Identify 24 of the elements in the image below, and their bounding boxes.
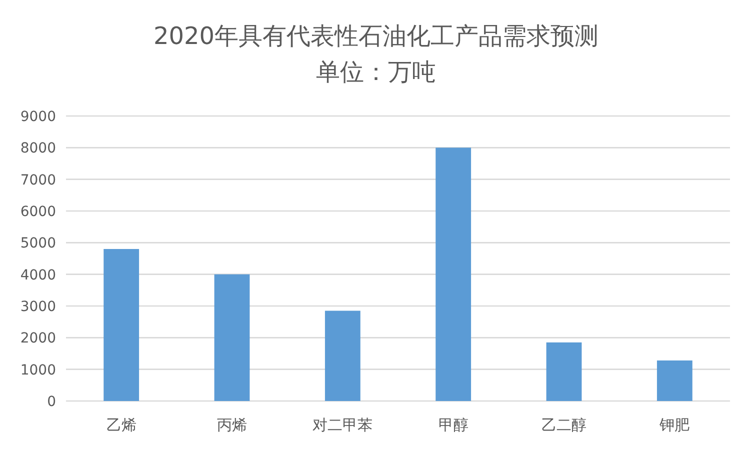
chart-title: 2020年具有代表性石油化工产品需求预测 bbox=[153, 22, 599, 50]
x-tick-label: 乙二醇 bbox=[542, 416, 586, 434]
y-tick-label: 2000 bbox=[20, 330, 56, 347]
y-tick-label: 8000 bbox=[20, 140, 56, 157]
chart-subtitle: 单位：万吨 bbox=[316, 58, 436, 86]
y-tick-label: 7000 bbox=[20, 172, 56, 188]
y-tick-label: 4000 bbox=[20, 267, 56, 284]
y-tick-label: 6000 bbox=[20, 204, 56, 220]
x-tick-label: 钾肥 bbox=[658, 416, 690, 434]
bar bbox=[656, 360, 692, 401]
y-tick-label: 1000 bbox=[20, 362, 56, 378]
x-tick-label: 乙烯 bbox=[106, 416, 136, 434]
y-tick-label: 9000 bbox=[20, 109, 56, 125]
bar bbox=[324, 310, 360, 401]
y-tick-label: 3000 bbox=[20, 299, 56, 315]
x-tick-label: 甲醇 bbox=[438, 416, 468, 434]
y-tick-label: 5000 bbox=[20, 236, 56, 252]
bar bbox=[546, 342, 582, 401]
bar bbox=[104, 249, 140, 401]
bar bbox=[214, 274, 250, 401]
x-tick-label: 丙烯 bbox=[217, 416, 247, 434]
y-tick-label: 0 bbox=[47, 394, 56, 410]
x-tick-label: 对二甲苯 bbox=[312, 416, 373, 434]
bar bbox=[436, 148, 472, 401]
